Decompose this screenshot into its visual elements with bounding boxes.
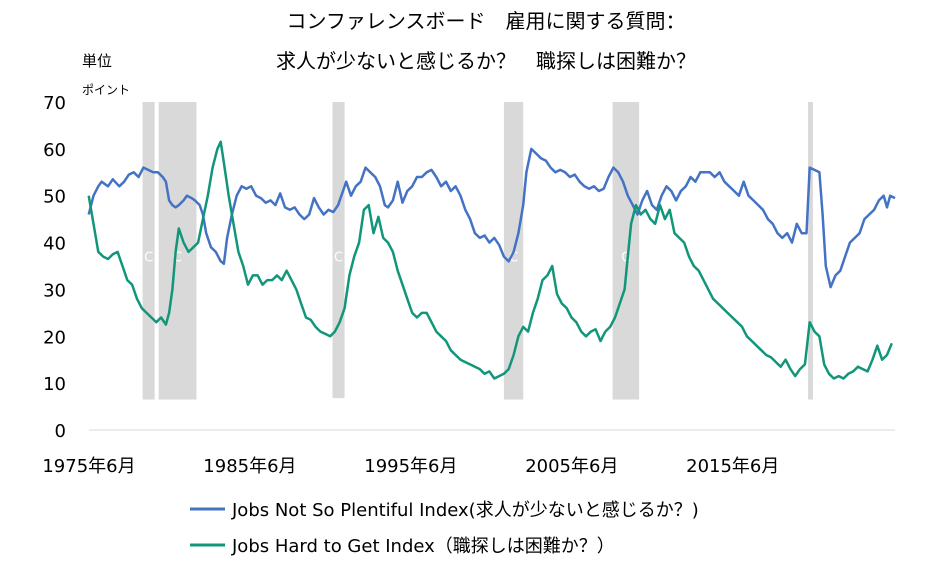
- x-tick-label: 1975年6月: [42, 456, 135, 477]
- y-tick-label: 70: [43, 93, 66, 114]
- x-tick-label: 2015年6月: [686, 456, 779, 477]
- y-axis-ticks: 0 10 20 30 40 50 60 70: [43, 93, 66, 442]
- x-tick-label: 1985年6月: [203, 456, 296, 477]
- series-line-jobs-not-plentiful: [87, 147, 896, 289]
- legend-label-jobs-not-plentiful: Jobs Not So Plentiful Index(求人が少ないと感じるか？…: [231, 500, 699, 521]
- y-tick-label: 10: [43, 374, 66, 395]
- y-tick-label: 20: [43, 327, 66, 348]
- recession-mark: C: [509, 250, 518, 265]
- y-tick-label: 50: [43, 187, 66, 208]
- legend-label-jobs-hard-to-get: Jobs Hard to Get Index（職探しは困難か？）: [231, 536, 615, 557]
- unit-sub-label: ポイント: [82, 83, 130, 97]
- recession-mark: C: [173, 250, 182, 265]
- unit-label: 単位: [82, 52, 112, 70]
- x-tick-label: 2005年6月: [525, 456, 618, 477]
- y-tick-label: 40: [43, 234, 66, 255]
- recession-mark: C: [621, 250, 630, 265]
- chart-title-line2: 求人が少ないと感じるか？ 職探しは困難か？: [276, 49, 696, 73]
- legend: Jobs Not So Plentiful Index(求人が少ないと感じるか？…: [190, 500, 699, 557]
- recession-band: [808, 102, 813, 400]
- y-tick-label: 30: [43, 280, 66, 301]
- series-line-jobs-hard-to-get: [87, 140, 893, 380]
- recession-band: [332, 102, 345, 399]
- x-tick-label: 1995年6月: [364, 456, 457, 477]
- recession-mark: C: [334, 250, 343, 265]
- y-tick-label: 0: [55, 421, 66, 442]
- chart-title-line1: コンファレンスボード 雇用に関する質問：: [287, 9, 686, 33]
- recession-band: [142, 102, 155, 400]
- series-lines: [87, 140, 896, 380]
- recession-band: [612, 102, 640, 400]
- x-axis-ticks: 1975年6月 1985年6月 1995年6月 2005年6月 2015年6月: [42, 456, 779, 477]
- recession-mark: C: [144, 250, 153, 265]
- y-tick-label: 60: [43, 140, 66, 161]
